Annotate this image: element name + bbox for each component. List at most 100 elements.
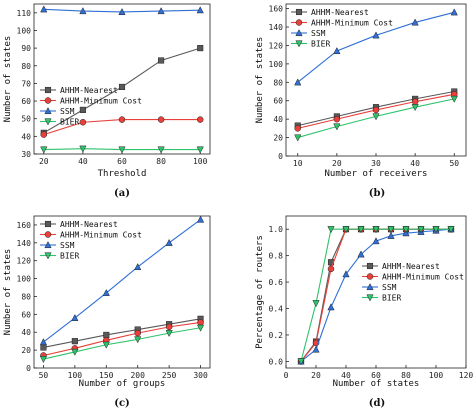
data-point — [118, 83, 126, 90]
x-tick-label: 100 — [68, 371, 83, 380]
legend-marker — [44, 241, 52, 249]
x-tick-label: 150 — [99, 371, 114, 380]
data-point — [372, 106, 380, 114]
y-tick-label: 100 — [17, 275, 32, 284]
legend-marker — [44, 231, 52, 238]
y-axis-label: Percentage of routers — [255, 235, 265, 349]
x-tick-label: 50 — [449, 159, 459, 168]
x-tick-label: 300 — [193, 371, 208, 380]
data-point — [387, 226, 395, 234]
y-tick-label: 70 — [21, 79, 31, 88]
y-tick-label: 60 — [21, 310, 31, 319]
panel-label: (a) — [114, 188, 130, 199]
x-tick-label: 20 — [311, 371, 321, 380]
data-point — [432, 226, 440, 234]
x-tick-label: 120 — [459, 371, 474, 380]
data-point — [372, 113, 380, 121]
data-point — [103, 331, 110, 338]
data-point — [196, 324, 205, 332]
y-tick-label: 140 — [269, 23, 284, 32]
data-point — [118, 116, 126, 123]
series-ahhm-minimum-cost — [40, 116, 204, 138]
data-point — [450, 95, 458, 103]
data-point — [342, 226, 350, 234]
y-tick-label: 20 — [273, 134, 283, 143]
series-bier — [39, 324, 205, 364]
legend-marker — [44, 118, 52, 126]
legend-marker — [295, 8, 303, 16]
data-point — [357, 226, 365, 234]
series-ssm — [294, 8, 458, 86]
data-point — [327, 265, 335, 273]
y-tick-label: 160 — [17, 221, 32, 230]
legend-entry: BIER — [60, 118, 79, 127]
legend-entry: BIER — [60, 252, 79, 261]
x-tick-label: 60 — [371, 371, 381, 380]
y-tick-label: 50 — [21, 115, 31, 124]
legend-entry: AHHM-Minimum Cost — [60, 97, 142, 106]
data-point — [417, 226, 425, 234]
plot-frame — [33, 215, 211, 369]
chart-panel-1: 20 40 60 80 100 30 40 50 60 70 80 90 100 110 Threshold… — [3, 3, 211, 199]
legend-marker — [44, 220, 52, 228]
data-point — [372, 237, 380, 245]
series-ssm — [39, 215, 205, 346]
data-point — [196, 146, 204, 154]
legend-marker — [366, 294, 374, 302]
legend-marker — [366, 283, 374, 291]
y-tick-label: 30 — [21, 150, 31, 159]
data-point — [134, 336, 142, 344]
data-point — [40, 5, 48, 13]
y-tick-label: 90 — [21, 44, 31, 53]
x-tick-label: 200 — [130, 371, 145, 380]
data-point — [342, 270, 350, 278]
panel-label: (c) — [114, 398, 130, 409]
data-point — [450, 8, 458, 16]
data-point — [40, 146, 48, 154]
plot-frame — [33, 3, 211, 155]
x-tick-label: 40 — [341, 371, 351, 380]
legend-entry: AHHM-Minimum Cost — [382, 273, 464, 282]
data-point — [372, 226, 380, 234]
legend-entry: BIER — [382, 294, 401, 303]
legend-entry: BIER — [311, 40, 330, 49]
data-point — [71, 313, 79, 321]
data-point — [387, 231, 395, 239]
x-axis-label: Threshold — [98, 169, 147, 179]
data-point — [327, 303, 335, 311]
data-point — [165, 323, 173, 331]
x-axis-label: Number of groups — [79, 379, 166, 389]
data-point — [333, 115, 341, 123]
series-line — [43, 321, 201, 357]
data-point — [447, 226, 455, 234]
x-tick-label: 20 — [332, 159, 342, 168]
data-point — [411, 104, 419, 112]
legend-marker — [44, 252, 52, 260]
series-line — [43, 327, 201, 360]
chart-panel-3: 50 100 150 200 250 300 0 20 40 60 80 100 120 140 160 Nu… — [3, 215, 211, 409]
data-point — [134, 329, 141, 337]
legend-marker — [295, 29, 303, 37]
legend-entry: AHHM-Nearest — [382, 262, 440, 271]
data-point — [333, 123, 341, 131]
x-tick-label: 50 — [39, 371, 49, 380]
data-point — [197, 45, 204, 52]
y-tick-label: 0.0 — [269, 357, 284, 366]
legend-entry: SSM — [311, 29, 326, 38]
y-tick-label: 0.4 — [269, 305, 284, 314]
series-line — [43, 219, 201, 343]
legend-marker — [44, 86, 52, 94]
x-tick-label: 250 — [162, 371, 177, 380]
data-point — [327, 226, 335, 234]
data-point — [165, 238, 173, 246]
y-tick-label: 0 — [278, 152, 283, 161]
legend-marker — [366, 262, 374, 270]
x-tick-label: 100 — [193, 157, 208, 166]
legend-marker — [44, 107, 52, 115]
data-point — [102, 341, 110, 349]
x-axis-label: Number of receivers — [325, 169, 428, 179]
y-tick-label: 1.0 — [269, 225, 284, 234]
